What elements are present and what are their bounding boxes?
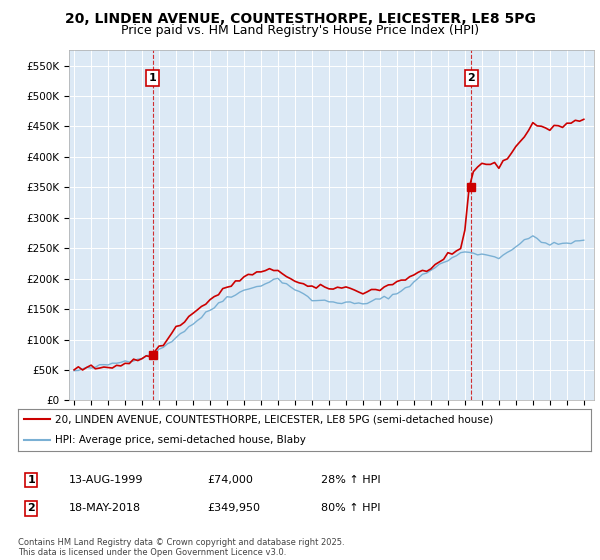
Text: 28% ↑ HPI: 28% ↑ HPI [321,475,380,485]
Text: 2: 2 [467,73,475,83]
Text: Price paid vs. HM Land Registry's House Price Index (HPI): Price paid vs. HM Land Registry's House … [121,24,479,36]
Text: £349,950: £349,950 [207,503,260,514]
Text: £74,000: £74,000 [207,475,253,485]
Text: 13-AUG-1999: 13-AUG-1999 [69,475,143,485]
Text: 80% ↑ HPI: 80% ↑ HPI [321,503,380,514]
Text: 1: 1 [149,73,157,83]
Text: 1: 1 [28,475,35,485]
Text: Contains HM Land Registry data © Crown copyright and database right 2025.
This d: Contains HM Land Registry data © Crown c… [18,538,344,557]
Text: 18-MAY-2018: 18-MAY-2018 [69,503,141,514]
Text: 20, LINDEN AVENUE, COUNTESTHORPE, LEICESTER, LE8 5PG: 20, LINDEN AVENUE, COUNTESTHORPE, LEICES… [65,12,535,26]
Text: 2: 2 [28,503,35,514]
Text: HPI: Average price, semi-detached house, Blaby: HPI: Average price, semi-detached house,… [55,435,306,445]
Text: 20, LINDEN AVENUE, COUNTESTHORPE, LEICESTER, LE8 5PG (semi-detached house): 20, LINDEN AVENUE, COUNTESTHORPE, LEICES… [55,414,493,424]
